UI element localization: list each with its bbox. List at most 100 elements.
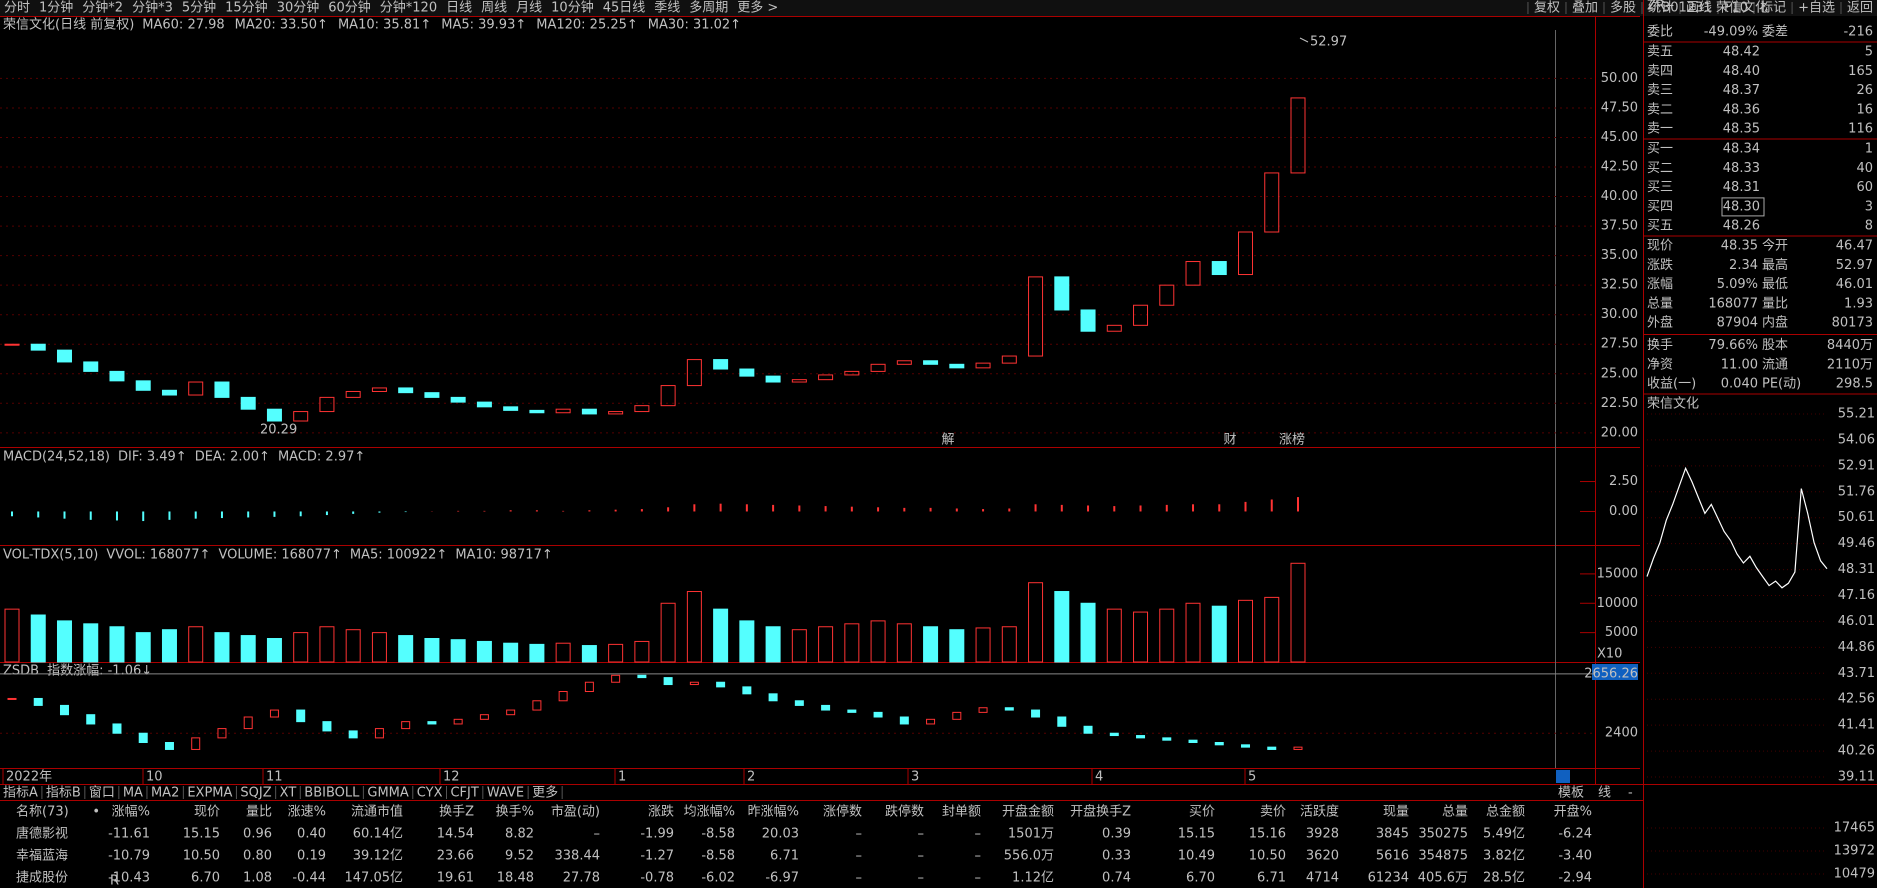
indicator-tab[interactable]: EXPMA: [187, 786, 232, 801]
toolbar-item[interactable]: 30分钟: [277, 0, 320, 16]
toolbar-item[interactable]: 叠加: [1572, 1, 1598, 16]
candle: [870, 363, 886, 372]
indicator-tab[interactable]: SQJZ: [240, 786, 271, 801]
book-volume: 40: [1856, 161, 1873, 176]
toolbar-item[interactable]: 季线: [654, 1, 680, 16]
quote-label: 流通: [1762, 357, 1788, 372]
toolbar-item[interactable]: 10分钟: [551, 0, 594, 16]
y-tick-label: 10479: [1834, 867, 1875, 882]
volume-bar: [109, 626, 125, 663]
y-tick-label: 45.00: [1601, 130, 1638, 145]
indicator-tab[interactable]: CFJT: [450, 786, 478, 801]
candle: [371, 387, 387, 392]
indicator-tab[interactable]: 指标B: [46, 786, 81, 801]
y-tick-label: 0.00: [1609, 504, 1638, 519]
toolbar-item[interactable]: 日线: [446, 1, 472, 16]
indicator-tab[interactable]: GMMA: [367, 786, 409, 801]
table-cell: –: [975, 871, 982, 886]
toolbar-item[interactable]: +自选: [1798, 1, 1835, 16]
candle: [4, 343, 20, 346]
candle: [608, 411, 624, 415]
volume-bar: [765, 626, 781, 663]
toolbar-item[interactable]: 标记: [1760, 1, 1786, 16]
table-header: 现价: [194, 805, 220, 820]
index-candle: [768, 693, 778, 702]
y-tick-label: 54.06: [1838, 432, 1875, 447]
y-tick-label: 44.86: [1838, 640, 1875, 655]
table-header: 封单额: [942, 805, 981, 820]
book-volume: 60: [1856, 180, 1873, 195]
toolbar-item[interactable]: 更多 >: [737, 0, 778, 16]
volume-bar: [1028, 582, 1044, 663]
volume-bar: [818, 626, 834, 663]
table-cell: 147.05亿: [345, 871, 404, 886]
tab-control[interactable]: 模板: [1558, 786, 1584, 801]
tab-control[interactable]: 线: [1598, 786, 1611, 801]
candle: [923, 360, 939, 365]
toolbar-item[interactable]: 统计: [1648, 1, 1674, 16]
toolbar-item[interactable]: 分时: [4, 1, 30, 16]
y-tick-label: 48.31: [1838, 562, 1875, 577]
index-candle: [86, 714, 96, 725]
indicator-tab[interactable]: MA2: [151, 786, 179, 801]
candle: [739, 368, 755, 377]
y-tick-label: 49.46: [1838, 536, 1875, 551]
toolbar-item[interactable]: 分钟*3: [132, 0, 173, 16]
y-tick-label: 32.50: [1601, 278, 1638, 293]
toolbar-item[interactable]: 分钟*120: [380, 0, 437, 16]
toolbar-item[interactable]: 分钟*2: [82, 0, 123, 16]
toolbar-item[interactable]: 45日线: [603, 1, 646, 16]
toolbar-item[interactable]: 多周期: [689, 0, 728, 16]
indicator-tab[interactable]: WAVE: [487, 786, 524, 801]
candle: [56, 349, 72, 363]
y-tick-label: 20.00: [1601, 425, 1638, 440]
indicator-tab[interactable]: 更多: [532, 785, 558, 801]
toolbar-item[interactable]: 多股: [1610, 0, 1636, 16]
indicator-tab[interactable]: 指标A: [3, 786, 38, 801]
index-candle: [217, 728, 227, 739]
index-candle: [926, 718, 936, 725]
candle: [1106, 324, 1122, 332]
index-candle: [1136, 735, 1146, 739]
table-cell: 3620: [1306, 849, 1339, 864]
index-candle: [1031, 709, 1041, 718]
table-cell: –: [856, 827, 863, 842]
index-candle: [33, 697, 43, 706]
index-candle: [427, 721, 437, 725]
toolbar-item[interactable]: 60分钟: [328, 0, 371, 16]
volume-bar: [56, 620, 72, 663]
indicator-tab[interactable]: XT: [280, 786, 297, 801]
candle: [476, 401, 492, 408]
indicator-tab[interactable]: CYX: [417, 786, 443, 801]
volume-bar: [83, 623, 99, 663]
tab-control[interactable]: -: [1628, 786, 1633, 801]
toolbar-item[interactable]: 返回: [1847, 1, 1873, 16]
indicator-tab[interactable]: BBIBOLL: [304, 786, 360, 801]
table-cell: -0.78: [640, 871, 674, 886]
indicator-tab[interactable]: MA: [123, 786, 143, 801]
table-cell: -11.61: [108, 827, 150, 842]
toolbar-item[interactable]: 5分钟: [182, 0, 216, 16]
toolbar-item[interactable]: 周线: [481, 1, 507, 16]
index-candle: [296, 709, 306, 723]
index-candle: [7, 697, 17, 700]
toolbar-item[interactable]: 复权: [1534, 0, 1560, 16]
indicator-tab[interactable]: 窗口: [89, 785, 115, 801]
toolbar-item[interactable]: 月线: [516, 1, 542, 16]
index-candle: [506, 709, 516, 716]
event-marker: 解: [941, 433, 954, 448]
candle: [345, 390, 361, 398]
book-volume: 116: [1848, 122, 1873, 137]
toolbar-item[interactable]: 15分钟: [225, 0, 268, 16]
toolbar-item[interactable]: F10: [1724, 1, 1748, 16]
table-header: 总量: [1442, 805, 1468, 820]
toolbar-item[interactable]: 画线: [1686, 1, 1712, 16]
table-header: 流通市值: [351, 804, 403, 820]
date-label: 4: [1095, 770, 1103, 785]
volume-bar: [1238, 599, 1254, 663]
table-cell: -2.94: [1558, 871, 1592, 886]
indicator-label: MA60: 27.98: [142, 18, 224, 33]
toolbar-item[interactable]: 1分钟: [39, 0, 73, 16]
y-tick-label: 51.76: [1838, 484, 1875, 499]
index-candle: [374, 728, 384, 739]
